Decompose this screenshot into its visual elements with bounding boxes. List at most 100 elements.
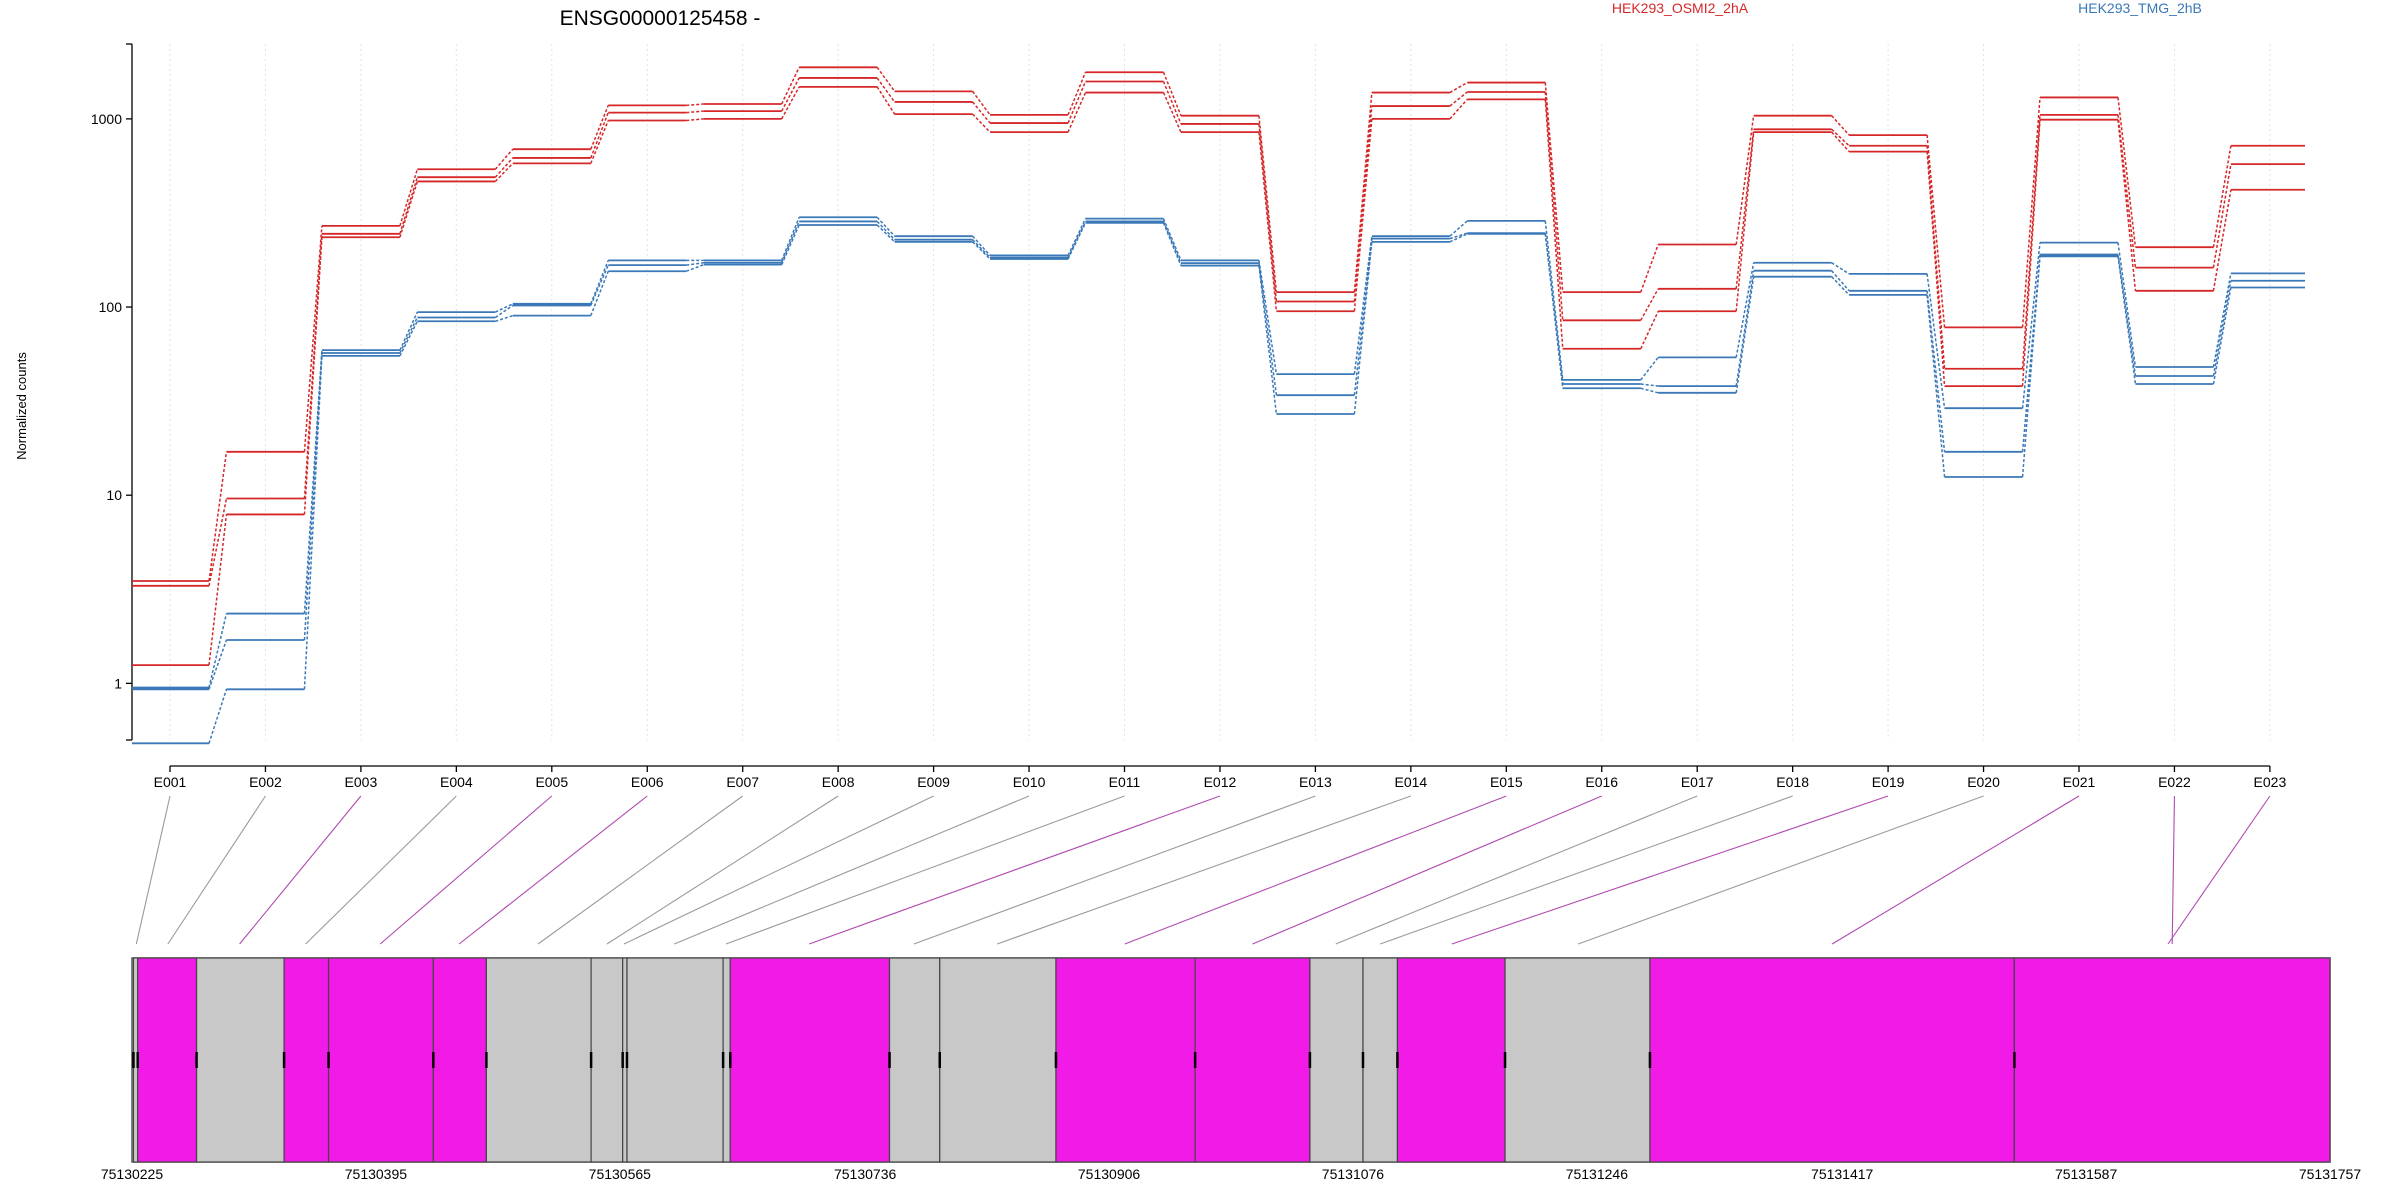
exon-bin-untested — [888, 957, 941, 1163]
x-tick-label-e001: E001 — [154, 774, 187, 790]
x-tick-label-e004: E004 — [440, 774, 473, 790]
connector-e002 — [167, 795, 266, 945]
series-connector — [1640, 244, 1659, 293]
series-tmg-2 — [132, 220, 2305, 691]
series-connector — [399, 311, 419, 351]
x-tick-label-e019: E019 — [1872, 774, 1905, 790]
series-connector — [1640, 387, 1659, 394]
series-connector — [2212, 280, 2232, 377]
series-connector — [1831, 262, 1850, 275]
x-tick-label-e002: E002 — [249, 774, 282, 790]
y-tick-label: 100 — [99, 299, 123, 315]
series-connector — [1258, 115, 1278, 293]
x-tick-label-e014: E014 — [1394, 774, 1427, 790]
series-osmi2-1 — [132, 66, 2305, 582]
exon-bin-untested — [1504, 957, 1651, 1163]
connector-e010 — [674, 795, 1030, 945]
series-connector — [876, 216, 896, 237]
series-connector — [1449, 91, 1468, 107]
series-connector — [1067, 81, 1087, 124]
series-connector — [399, 181, 419, 238]
exon-grid — [169, 44, 2271, 740]
exon-bin-untested — [1362, 957, 1399, 1163]
connector-e007 — [537, 795, 744, 945]
series-connector — [494, 148, 514, 170]
series-connector — [1926, 294, 1946, 478]
series-connector — [1640, 310, 1659, 350]
series-connector — [2212, 189, 2232, 291]
series-connector — [1067, 222, 1087, 260]
connector-e008 — [606, 795, 839, 945]
coordinate-label: 75130736 — [834, 1166, 897, 1182]
series-connector — [1544, 99, 1564, 349]
series-connector — [876, 86, 896, 115]
series-connector — [1162, 81, 1182, 125]
series-connector — [1449, 98, 1468, 120]
x-tick-label-e008: E008 — [822, 774, 855, 790]
exon-bin-tested — [1194, 957, 1311, 1163]
connector-e021 — [1831, 795, 2080, 945]
series-connector — [303, 355, 323, 690]
series-connector — [1544, 91, 1564, 321]
series-connector — [303, 352, 323, 641]
x-tick-label-e016: E016 — [1585, 774, 1618, 790]
connector-e004 — [305, 795, 457, 945]
series-connector — [2212, 163, 2232, 268]
legend-label-osmi2: HEK293_OSMI2_2hA — [1612, 0, 1749, 16]
connector-e001 — [135, 795, 171, 945]
connector-e011 — [725, 795, 1125, 945]
connector-e022 — [2171, 795, 2175, 945]
x-tick-label-e015: E015 — [1490, 774, 1523, 790]
x-tick-label-e022: E022 — [2158, 774, 2191, 790]
series-connector — [1544, 220, 1564, 380]
x-tick-label-e011: E011 — [1109, 774, 1141, 790]
series-connector — [1067, 218, 1087, 256]
exon-bin-untested — [590, 957, 624, 1163]
series-connector — [1353, 118, 1373, 312]
series-connector — [685, 263, 704, 272]
series-connector — [1258, 123, 1278, 302]
connector-e019 — [1451, 795, 1889, 945]
series-connector — [1735, 262, 1755, 358]
series-connector — [781, 86, 800, 120]
series-connector — [1831, 115, 1850, 136]
series-connector — [590, 270, 609, 316]
series-connector — [686, 110, 704, 114]
series-connector — [2021, 114, 2041, 369]
series-connector — [208, 498, 228, 586]
series-connector — [1735, 270, 1755, 387]
coordinate-label: 75130225 — [101, 1166, 164, 1182]
connector-e018 — [1380, 795, 1793, 945]
series-connector — [1544, 82, 1564, 293]
series-connector — [781, 221, 800, 264]
series-connector — [590, 112, 609, 159]
series-connector — [494, 304, 514, 319]
series-connector — [686, 261, 704, 266]
series-connector — [1449, 232, 1468, 240]
exon-bin-untested — [626, 957, 724, 1163]
series-connector — [2117, 119, 2137, 291]
series-connector — [972, 239, 991, 259]
series-tmg-3 — [132, 221, 2305, 745]
series-connector — [1449, 220, 1468, 237]
x-tick-label-e013: E013 — [1299, 774, 1332, 790]
series-connector — [1640, 383, 1659, 387]
series-connector — [494, 162, 514, 182]
series-connector — [1735, 129, 1755, 289]
series-connector — [972, 101, 991, 124]
exon-bin-tested — [1649, 957, 2015, 1163]
series-connector — [781, 66, 800, 105]
y-axis-label: Normalized counts — [14, 352, 29, 460]
series-connector — [2021, 242, 2041, 409]
coordinate-label: 75130395 — [345, 1166, 408, 1182]
x-tick-label-e012: E012 — [1204, 774, 1237, 790]
series-connector — [2021, 97, 2041, 328]
coordinate-label: 75131076 — [1322, 1166, 1385, 1182]
exon-bin-untested — [939, 957, 1057, 1163]
y-tick-label: 1000 — [91, 111, 122, 127]
series-connector — [494, 157, 514, 178]
exon-bin-tested — [1396, 957, 1506, 1163]
series-connector — [972, 113, 991, 133]
connector-e014 — [996, 795, 1412, 945]
connector-e009 — [623, 795, 934, 945]
